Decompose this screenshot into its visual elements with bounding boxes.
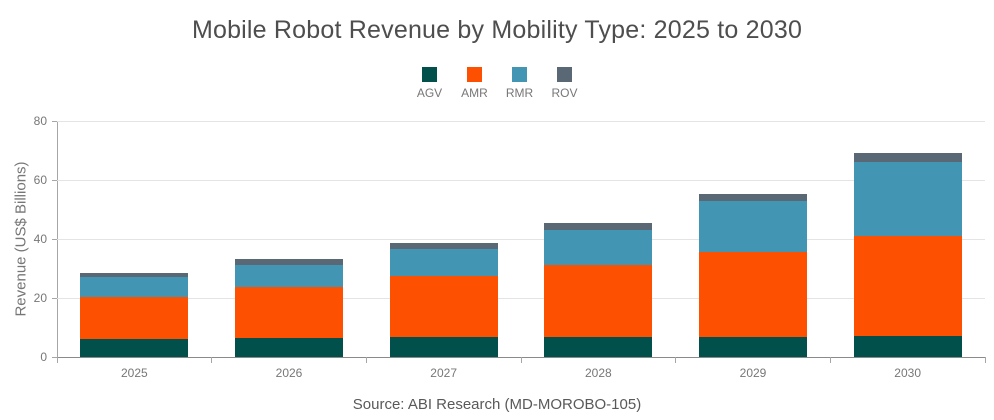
y-axis-tick	[52, 120, 57, 122]
x-axis-tick	[56, 357, 58, 363]
x-tick-label-2029: 2029	[739, 366, 767, 380]
bar-segment-amr-2029	[699, 252, 807, 337]
bar-segment-rov-2026	[235, 258, 343, 265]
x-tick-label-2030: 2030	[894, 366, 921, 380]
bar-segment-rov-2029	[699, 193, 807, 202]
y-axis-tick	[52, 297, 57, 299]
bar-segment-agv-2028	[544, 336, 653, 357]
bar-segment-rmr-2029	[699, 201, 807, 252]
bar-segment-rmr-2030	[853, 161, 962, 237]
y-tick-label-60: 60	[33, 173, 47, 187]
bar-segment-rmr-2028	[544, 229, 653, 266]
x-axis-tick	[829, 357, 831, 363]
x-axis-tick	[675, 357, 677, 363]
source-note: Source: ABI Research (MD-MOROBO-105)	[352, 396, 642, 413]
legend-item-rmr: RMR	[506, 67, 534, 100]
y-tick-label-40: 40	[33, 232, 47, 246]
legend-item-rov: ROV	[551, 67, 579, 100]
plot-area: 0 20 40 60 80 2025 2026 2027 2028 2029 2030	[34, 114, 986, 380]
legend-label-rmr: RMR	[505, 86, 534, 100]
bar-segment-amr-2027	[389, 275, 498, 337]
bar-segment-rmr-2026	[235, 264, 343, 288]
bar-segment-agv-2025	[80, 338, 189, 357]
x-tick-label-2027: 2027	[430, 366, 457, 380]
legend-item-agv: AGV	[416, 67, 444, 100]
legend-label-agv: AGV	[416, 86, 443, 100]
y-tick-label-20: 20	[33, 291, 47, 305]
gridline-y-20	[57, 297, 985, 299]
bar-2028	[544, 222, 653, 357]
bar-segment-amr-2028	[544, 265, 653, 337]
gridline-y-80	[57, 120, 985, 122]
bar-2027	[389, 242, 498, 357]
bar-segment-agv-2029	[699, 336, 807, 357]
x-tick-label-2028: 2028	[584, 366, 612, 380]
legend-swatch-rmr-icon	[512, 67, 527, 82]
bar-segment-rmr-2025	[80, 276, 189, 297]
legend-swatch-amr-icon	[467, 67, 482, 82]
legend-label-rov: ROV	[551, 86, 578, 100]
bar-segment-amr-2025	[80, 296, 189, 339]
legend: AGV AMR RMR ROV	[0, 67, 994, 100]
x-tick-label-2025: 2025	[120, 366, 148, 380]
x-tick-label-2026: 2026	[275, 366, 303, 380]
bar-segment-agv-2026	[235, 337, 343, 357]
legend-swatch-rov-icon	[557, 67, 572, 82]
bar-segment-amr-2026	[235, 287, 343, 338]
bar-segment-agv-2030	[853, 336, 962, 357]
legend-item-amr: AMR	[461, 67, 489, 100]
y-tick-label-80: 80	[33, 114, 47, 128]
x-axis-tick	[365, 357, 367, 363]
y-tick-label-0: 0	[40, 350, 47, 364]
bar-segment-amr-2030	[853, 236, 962, 337]
bar-segment-rov-2027	[389, 242, 498, 249]
bar-2025	[80, 272, 189, 357]
chart-title: Mobile Robot Revenue by Mobility Type: 2…	[191, 16, 803, 44]
bar-2029	[699, 193, 807, 357]
bar-segment-rov-2025	[80, 272, 189, 277]
x-axis-tick	[984, 357, 986, 363]
bar-2026	[235, 258, 343, 357]
gridline-y-40	[57, 238, 985, 240]
x-axis-tick	[520, 357, 522, 363]
y-axis-tick	[52, 238, 57, 240]
y-axis-tick	[52, 356, 57, 358]
bar-segment-rov-2028	[544, 222, 653, 230]
x-axis-tick	[211, 357, 213, 363]
gridline-y-60	[57, 179, 985, 181]
y-axis-tick	[52, 179, 57, 181]
bar-segment-rmr-2027	[389, 248, 498, 276]
legend-swatch-agv-icon	[422, 67, 437, 82]
legend-label-amr: AMR	[461, 86, 488, 100]
bar-segment-rov-2030	[853, 152, 962, 162]
bar-segment-agv-2027	[389, 336, 498, 357]
bar-2030	[853, 152, 962, 357]
